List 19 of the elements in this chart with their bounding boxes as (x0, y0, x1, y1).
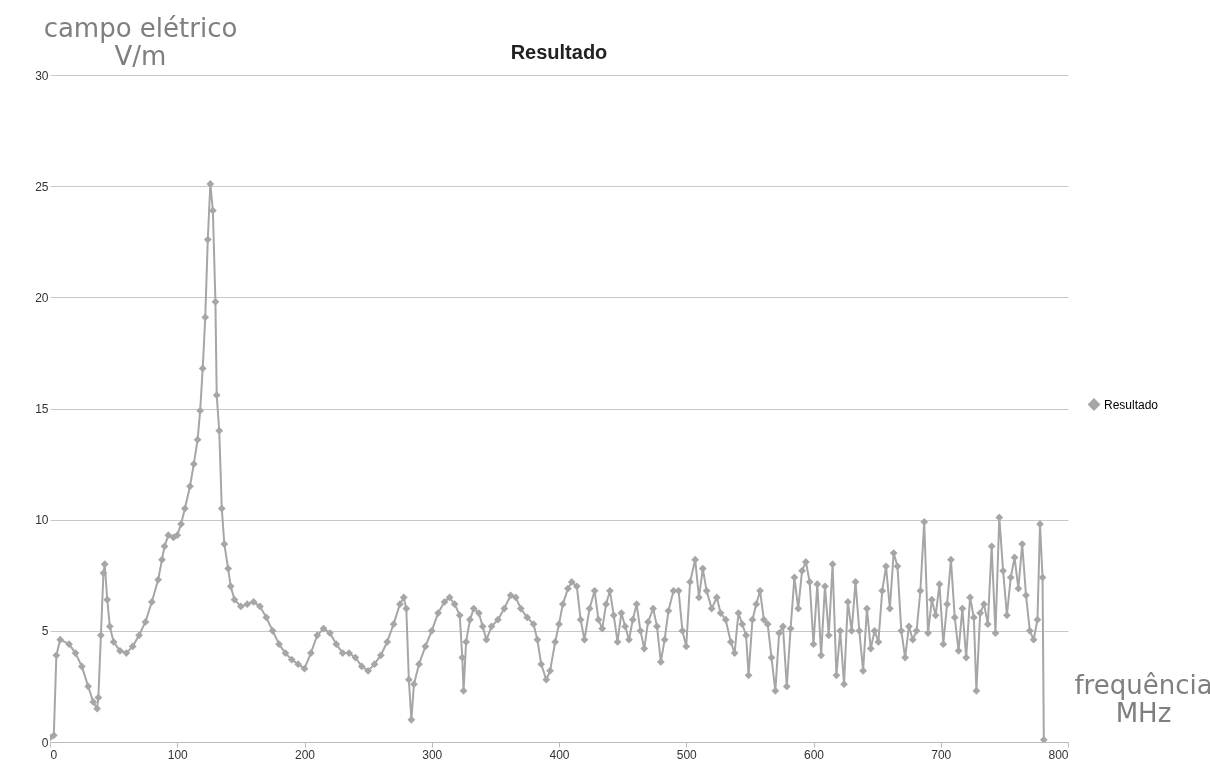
x-tick-label: 600 (803, 747, 825, 762)
x-tick-label: 500 (676, 747, 698, 762)
chart-title: Resultado (510, 41, 608, 63)
x-tick-label: 700 (931, 747, 952, 762)
y-tick-label: 25 (35, 179, 49, 194)
x-tick-label: 300 (422, 747, 443, 762)
y-axis-title: campo elétrico V/m (43, 12, 238, 71)
y-tick-label: 10 (35, 513, 49, 528)
y-tick-label: 15 (35, 402, 49, 416)
y-tick-label: 30 (35, 68, 49, 83)
legend-label: Resultado (1104, 397, 1159, 412)
x-tick-label: 800 (1048, 747, 1069, 762)
y-tick-label: 0 (41, 735, 49, 750)
x-tick-label: 100 (167, 747, 189, 762)
x-axis-title: frequência MHz (1074, 669, 1210, 728)
y-tick-label: 5 (41, 624, 49, 639)
y-tick-label: 20 (35, 290, 49, 305)
x-tick-label: 200 (294, 747, 316, 762)
x-tick-label: 400 (549, 747, 570, 762)
